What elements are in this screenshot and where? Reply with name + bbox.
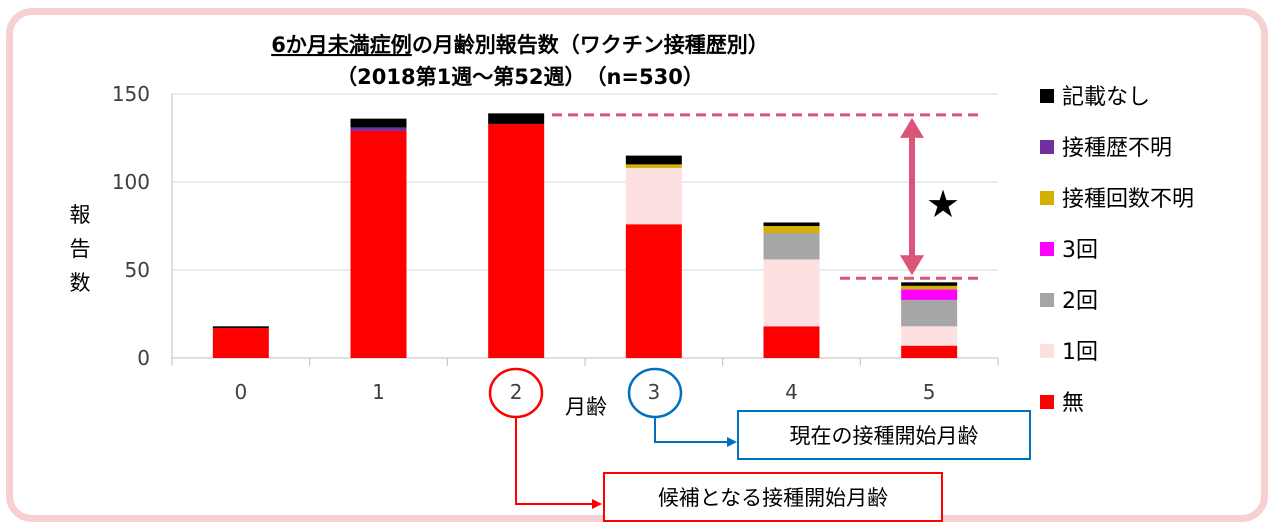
- bar-segment: [901, 289, 958, 300]
- bar-segment: [350, 118, 407, 128]
- gridlines: [171, 93, 999, 366]
- bar-segment: [625, 155, 682, 165]
- bar-segment: [763, 222, 820, 226]
- legend-label: 1回: [1062, 340, 1098, 365]
- bar-segment: [625, 164, 682, 168]
- bar-segment: [350, 127, 407, 131]
- current-connector: [654, 417, 737, 447]
- legend-label: 無: [1062, 391, 1084, 416]
- bars: [212, 113, 958, 358]
- chart-title-line1: 6か月未満症例の月齢別報告数（ワクチン接種歴別）: [271, 33, 769, 57]
- bar-segment: [763, 259, 820, 327]
- bar-segment: [350, 130, 407, 358]
- bar-segment: [763, 326, 820, 358]
- y-tick-label: 50: [125, 258, 150, 282]
- bar-segment: [488, 113, 545, 124]
- y-tick-label: 100: [112, 170, 150, 194]
- candidate-start-label: 候補となる接種開始月齢: [658, 486, 888, 510]
- legend-swatch: [1040, 89, 1054, 103]
- x-tick-label: 2: [510, 380, 523, 404]
- legend-swatch: [1040, 344, 1054, 358]
- x-tick-label: 5: [923, 380, 936, 404]
- y-axis-label: 報告数: [70, 203, 91, 295]
- bar-segment: [901, 285, 958, 290]
- candidate-start-box: [603, 472, 943, 522]
- bar-segment: [763, 226, 820, 234]
- legend-label: 3回: [1062, 238, 1098, 263]
- chart-title-line2: （2018第1週〜第52週） （n=530）: [336, 65, 704, 89]
- bar-segment: [488, 123, 545, 358]
- bar-segment: [625, 167, 682, 225]
- y-tick-label: 0: [137, 346, 150, 370]
- y-tick-label: 150: [112, 82, 150, 106]
- legend-swatch: [1040, 293, 1054, 307]
- bar-segment: [212, 328, 269, 358]
- chart-title-rest: の月齢別報告数（ワクチン接種歴別）: [412, 33, 769, 57]
- legend-swatch: [1040, 395, 1054, 409]
- star-mark: ★: [926, 182, 960, 226]
- x-tick-label: 0: [234, 380, 247, 404]
- current-start-box: [737, 410, 1031, 460]
- bar-segment: [212, 326, 269, 329]
- legend-swatch: [1040, 191, 1054, 205]
- bar-segment: [901, 326, 958, 346]
- legend-label: 接種回数不明: [1062, 187, 1194, 212]
- x-axis-label: 月齢: [565, 395, 607, 419]
- y-tick-labels: 0 50 100 150: [112, 82, 150, 370]
- x-tick-labels: 0 1 2 3 4 5: [234, 380, 935, 404]
- legend-label: 記載なし: [1062, 85, 1150, 110]
- legend-label: 接種歴不明: [1062, 136, 1172, 161]
- x-tick-label: 3: [647, 380, 660, 404]
- bar-segment: [763, 233, 820, 260]
- x-tick-label: 4: [785, 380, 798, 404]
- legend-swatch: [1040, 242, 1054, 256]
- x-tick-label: 1: [372, 380, 385, 404]
- legend-swatch: [1040, 140, 1054, 154]
- legend-label: 2回: [1062, 289, 1098, 314]
- current-start-label: 現在の接種開始月齢: [790, 424, 979, 448]
- bar-segment: [901, 345, 958, 358]
- chart-title-underlined: 6か月未満症例: [271, 33, 412, 57]
- double-arrow-head-bottom: [900, 255, 924, 276]
- bar-segment: [901, 282, 958, 286]
- double-arrow-head-top: [900, 117, 924, 138]
- bar-segment: [901, 299, 958, 327]
- candidate-connector: [515, 417, 602, 509]
- gap-annotation: [552, 113, 978, 280]
- bar-segment: [625, 224, 682, 358]
